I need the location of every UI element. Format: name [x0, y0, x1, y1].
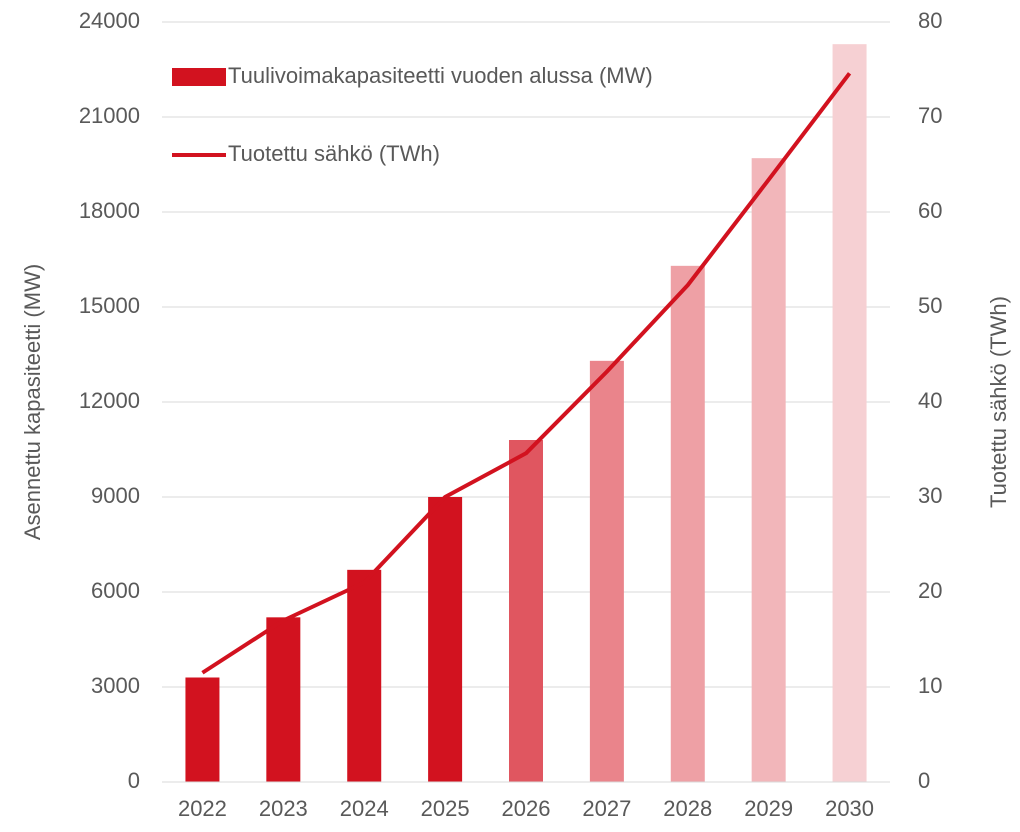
bar [670, 265, 705, 782]
y-tick-label: 9000 [91, 483, 140, 508]
y2-tick-label: 0 [918, 768, 930, 793]
y2-tick-label: 60 [918, 198, 942, 223]
x-tick-label: 2025 [421, 796, 470, 821]
y-tick-label: 12000 [79, 388, 140, 413]
x-tick-label: 2027 [582, 796, 631, 821]
y-tick-label: 24000 [79, 8, 140, 33]
y-tick-label: 21000 [79, 103, 140, 128]
bar [832, 44, 867, 782]
y-tick-label: 0 [128, 768, 140, 793]
bar [428, 497, 463, 782]
y2-tick-label: 30 [918, 483, 942, 508]
bar [185, 677, 220, 782]
x-tick-label: 2028 [663, 796, 712, 821]
y-axis-title: Asennettu kapasiteetti (MW) [20, 264, 45, 540]
bar [589, 360, 624, 782]
legend-label: Tuotettu sähkö (TWh) [228, 141, 440, 166]
y2-tick-label: 20 [918, 578, 942, 603]
legend-swatch [172, 68, 226, 86]
line [201, 72, 852, 675]
y2-tick-label: 40 [918, 388, 942, 413]
y2-tick-label: 10 [918, 673, 942, 698]
x-tick-label: 2026 [502, 796, 551, 821]
y2-axis-title: Tuotettu sähkö (TWh) [986, 296, 1011, 508]
y2-tick-label: 80 [918, 8, 942, 33]
x-tick-label: 2024 [340, 796, 389, 821]
y-tick-label: 6000 [91, 578, 140, 603]
x-tick-label: 2023 [259, 796, 308, 821]
y-tick-label: 18000 [79, 198, 140, 223]
bar [509, 440, 543, 782]
bar [347, 569, 382, 782]
y2-tick-label: 50 [918, 293, 942, 318]
legend-label: Tuulivoimakapasiteetti vuoden alussa (MW… [228, 63, 653, 88]
x-tick-label: 2029 [744, 796, 793, 821]
y2-tick-label: 70 [918, 103, 942, 128]
x-tick-label: 2030 [825, 796, 874, 821]
x-tick-label: 2022 [178, 796, 227, 821]
bar [266, 617, 301, 782]
y-tick-label: 15000 [79, 293, 140, 318]
y-tick-label: 3000 [91, 673, 140, 698]
bar [751, 158, 786, 782]
